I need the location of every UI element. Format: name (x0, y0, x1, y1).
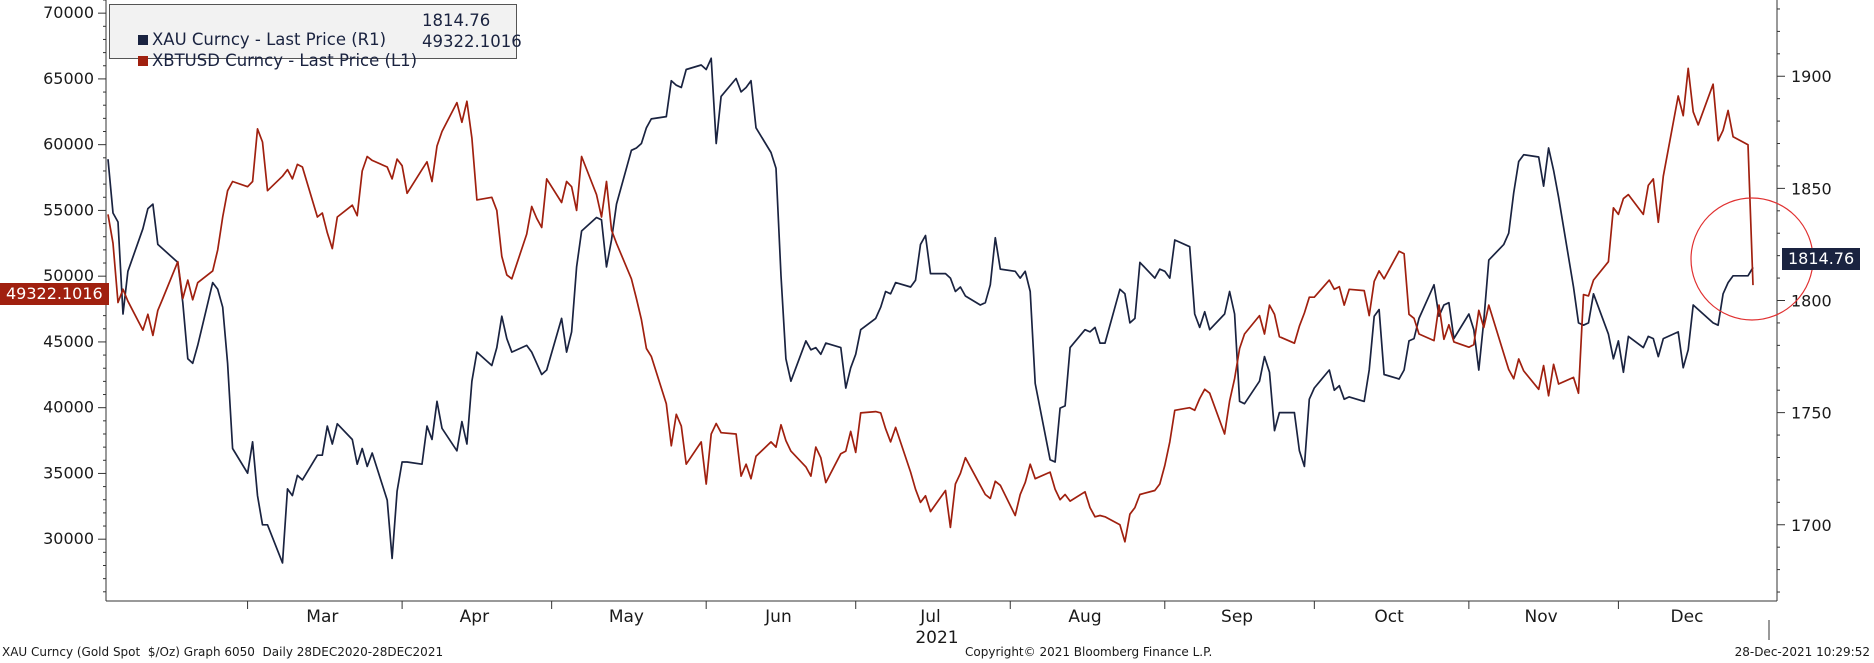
right-tick-label: 1700 (1791, 516, 1832, 535)
xau-price-line (107, 57, 1754, 564)
month-label: Apr (460, 607, 489, 627)
month-label: Mar (306, 607, 338, 627)
legend-value-xbt: 49322.1016 (422, 32, 522, 51)
month-label: Sep (1221, 607, 1253, 627)
year-label: 2021 (915, 628, 958, 648)
legend-swatch-xau (137, 35, 148, 45)
axes: 30000 35000 40000 45000 50000 55000 60000 65000… (43, 0, 1832, 640)
month-label: Nov (1525, 607, 1558, 627)
footer-left: XAU Curncy (Gold Spot $/Oz) Graph 6050 D… (2, 645, 444, 659)
left-tick-label: 50000 (43, 266, 94, 285)
legend-item-xbt: XBTUSD Curncy - Last Price (L1) 49322.101… (117, 32, 522, 70)
legend-label-xau: XAU Curncy - Last Price (R1) (151, 30, 387, 49)
right-tick-label: 1900 (1791, 67, 1832, 86)
month-label: Jul (919, 607, 941, 627)
left-tick-label: 35000 (43, 463, 94, 482)
right-tick-label: 1800 (1791, 292, 1832, 311)
series-layer (107, 57, 1754, 564)
right-last-price-tag: 1814.76 (1782, 248, 1861, 270)
left-tick-label: 45000 (43, 332, 94, 351)
month-label: May (609, 607, 644, 627)
left-tick-label: 40000 (43, 398, 94, 417)
xbtusd-price-line (107, 67, 1754, 543)
left-tick-label: 30000 (43, 529, 94, 548)
month-label: Oct (1374, 607, 1404, 627)
month-label: Aug (1068, 607, 1101, 627)
right-tick-label: 1750 (1791, 404, 1832, 423)
left-last-price-tag: 49322.1016 (0, 283, 109, 305)
footer-right: 28-Dec-2021 10:29:52 (1734, 645, 1870, 659)
legend-label-xbt: XBTUSD Curncy - Last Price (L1) (151, 51, 418, 70)
legend-item-xau: XAU Curncy - Last Price (R1) 1814.76 (117, 11, 490, 49)
left-tick-label: 55000 (43, 200, 94, 219)
left-tick-label: 65000 (43, 69, 94, 88)
footer-center: Copyright© 2021 Bloomberg Finance L.P. (965, 645, 1213, 659)
left-tick-label: 70000 (43, 3, 94, 22)
month-label: Jun (764, 607, 792, 627)
left-tick-label: 60000 (43, 135, 94, 154)
month-label: Dec (1671, 607, 1704, 627)
legend: XAU Curncy - Last Price (R1) 1814.76 XBTU… (109, 4, 522, 70)
legend-swatch-xbt (137, 56, 148, 66)
legend-value-xau: 1814.76 (422, 11, 491, 30)
right-tick-label: 1850 (1791, 179, 1832, 198)
